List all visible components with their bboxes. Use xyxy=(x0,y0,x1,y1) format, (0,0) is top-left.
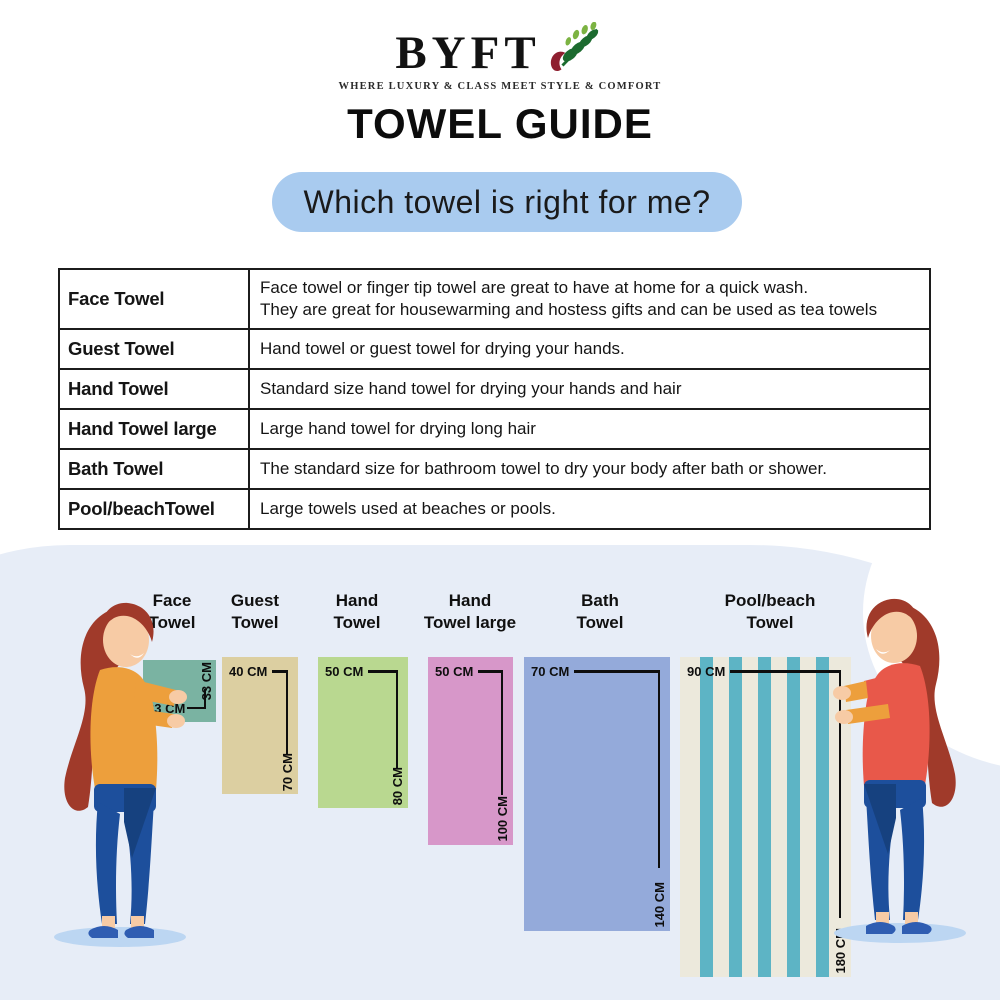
stripe xyxy=(700,657,713,977)
title-line: Bath xyxy=(581,591,619,610)
height-dimension-label: 33 CM xyxy=(199,662,214,701)
hand-towel-swatch: 50 CM 80 CM xyxy=(318,657,408,808)
row-label: Face Towel xyxy=(60,270,250,328)
row-label: Hand Towel large xyxy=(60,410,250,448)
width-dimension: 90 CM xyxy=(687,664,841,679)
title-line: Guest xyxy=(230,591,280,610)
leaf-sprig-icon xyxy=(550,22,598,72)
row-label: Hand Towel xyxy=(60,370,250,408)
height-dimension-label: 140 CM xyxy=(652,882,667,928)
stripe xyxy=(787,657,800,977)
title-line: Towel large xyxy=(423,613,517,633)
title-line: Face xyxy=(152,591,192,610)
woman-illustration-right xyxy=(833,598,966,943)
page-title: TOWEL GUIDE xyxy=(347,100,653,147)
size-column-title: Guest Towel xyxy=(210,590,300,634)
stripe xyxy=(758,657,771,977)
title-line: Towel xyxy=(148,613,196,633)
height-dimension-label: 70 CM xyxy=(280,752,295,791)
table-row: Guest Towel Hand towel or guest towel fo… xyxy=(60,328,929,368)
row-description: Standard size hand towel for drying your… xyxy=(260,378,682,398)
row-description: Face towel or finger tip towel are great… xyxy=(250,270,929,328)
width-dimension-label: 40 CM xyxy=(229,664,268,679)
dimension-line xyxy=(395,673,398,768)
dimension-line xyxy=(187,706,206,709)
width-dimension: 70 CM xyxy=(531,664,660,679)
pool-beach-towel-swatch: 90 CM 180 CM xyxy=(680,657,851,977)
row-description: The standard size for bathroom towel to … xyxy=(260,458,827,478)
size-column-title: Hand Towel xyxy=(312,590,402,634)
title-line: Towel xyxy=(576,613,624,633)
row-description-line1: Face towel or finger tip towel are great… xyxy=(260,277,809,297)
bath-towel-swatch: 70 CM 140 CM xyxy=(524,657,670,931)
row-description: Hand towel or guest towel for drying you… xyxy=(260,338,625,358)
size-column-title: Face Towel xyxy=(127,590,217,634)
row-label: Guest Towel xyxy=(60,330,250,368)
woman-illustration-left xyxy=(54,602,187,947)
title-line: Towel xyxy=(746,613,794,633)
dimension-line xyxy=(368,670,398,673)
dimension-line xyxy=(730,670,841,673)
width-dimension: 50 CM xyxy=(325,664,398,679)
towel-guide-table: Face Towel Face towel or finger tip towe… xyxy=(58,268,931,530)
dimension-line xyxy=(285,673,288,755)
title-line: Towel xyxy=(231,613,279,633)
dimension-line xyxy=(203,689,206,708)
table-row: Face Towel Face towel or finger tip towe… xyxy=(60,270,929,328)
size-column-title: Bath Towel xyxy=(555,590,645,634)
dimension-line xyxy=(838,673,841,918)
stripe xyxy=(816,657,829,977)
row-description-line2: They are great for housewarming and host… xyxy=(260,300,878,319)
width-dimension-label: 70 CM xyxy=(531,664,570,679)
size-column-title: Pool/beach Towel xyxy=(705,590,835,634)
dimension-line xyxy=(272,670,288,673)
row-description: Large towels used at beaches or pools. xyxy=(260,498,556,518)
row-label: Bath Towel xyxy=(60,450,250,488)
width-dimension-label: 50 CM xyxy=(435,664,474,679)
title-line: Hand xyxy=(448,591,492,610)
table-row: Pool/beachTowel Large towels used at bea… xyxy=(60,488,929,528)
row-description: Large hand towel for drying long hair xyxy=(260,418,536,438)
question-banner: Which towel is right for me? xyxy=(272,172,742,232)
table-row: Hand Towel Standard size hand towel for … xyxy=(60,368,929,408)
dimension-line xyxy=(478,670,503,673)
table-row: Hand Towel large Large hand towel for dr… xyxy=(60,408,929,448)
size-column-title: Hand Towel large xyxy=(405,590,535,634)
brand-logo: BYFT xyxy=(0,22,1000,78)
dimension-line xyxy=(500,673,503,795)
dimension-line xyxy=(574,670,660,673)
width-dimension-label: 50 CM xyxy=(325,664,364,679)
width-dimension: 50 CM xyxy=(435,664,503,679)
brand-tagline: WHERE LUXURY & CLASS MEET STYLE & COMFOR… xyxy=(338,81,662,92)
row-label: Pool/beachTowel xyxy=(60,490,250,528)
title-line: Hand xyxy=(335,591,379,610)
title-line: Pool/beach xyxy=(724,591,816,610)
brand-logo-text: BYFT xyxy=(395,27,541,79)
title-line: Towel xyxy=(333,613,381,633)
dimension-line xyxy=(657,673,660,868)
height-dimension-label: 100 CM xyxy=(495,796,510,842)
width-dimension: 40 CM xyxy=(229,664,288,679)
stripe xyxy=(729,657,742,977)
width-dimension-label: 90 CM xyxy=(687,664,726,679)
guest-towel-swatch: 40 CM 70 CM xyxy=(222,657,298,794)
height-dimension-label: 80 CM xyxy=(390,766,405,805)
hand-towel-large-swatch: 50 CM 100 CM xyxy=(428,657,513,845)
table-row: Bath Towel The standard size for bathroo… xyxy=(60,448,929,488)
